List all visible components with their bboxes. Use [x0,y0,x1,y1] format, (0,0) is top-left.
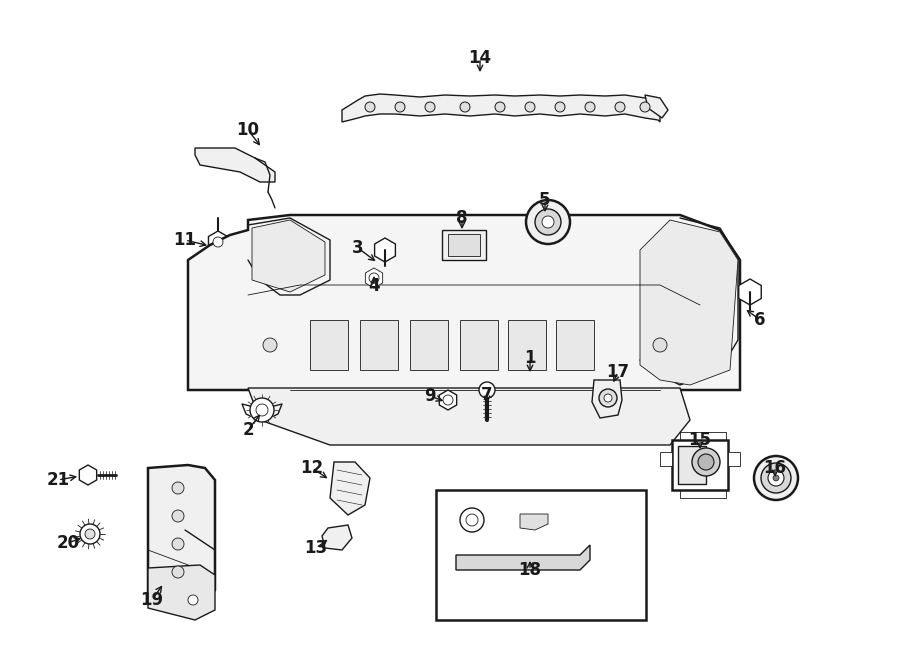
Bar [728,452,740,466]
Bar [678,446,706,484]
Circle shape [754,456,798,500]
Polygon shape [460,320,498,370]
Circle shape [599,389,617,407]
Polygon shape [462,508,482,532]
Bar [442,230,486,260]
Circle shape [213,237,223,247]
Circle shape [365,102,375,112]
Text: 7: 7 [482,386,493,404]
Text: 18: 18 [518,561,542,579]
Polygon shape [148,465,215,615]
Polygon shape [556,320,594,370]
Circle shape [640,102,650,112]
Circle shape [425,102,435,112]
Polygon shape [645,95,668,118]
Bar [448,234,480,256]
Polygon shape [374,238,395,262]
Polygon shape [456,545,590,570]
Text: 10: 10 [237,121,259,139]
Text: 8: 8 [456,209,468,227]
Polygon shape [739,279,761,305]
Circle shape [172,566,184,578]
Circle shape [188,595,198,605]
Circle shape [172,538,184,550]
Text: 15: 15 [688,431,712,449]
Text: 20: 20 [57,534,79,552]
Circle shape [479,382,495,398]
Circle shape [761,463,791,493]
Text: 2: 2 [242,421,254,439]
Polygon shape [79,465,96,485]
Text: 9: 9 [424,387,436,405]
Circle shape [369,273,379,283]
Circle shape [460,102,470,112]
Polygon shape [330,462,370,515]
Polygon shape [439,390,456,410]
Circle shape [250,398,274,422]
Text: 13: 13 [304,539,328,557]
Circle shape [263,338,277,352]
Polygon shape [520,514,548,530]
Circle shape [466,514,478,526]
Polygon shape [188,215,740,390]
Circle shape [653,338,667,352]
Text: 14: 14 [468,49,491,67]
Polygon shape [209,231,228,253]
Polygon shape [148,565,215,620]
Polygon shape [640,220,738,385]
Circle shape [525,102,535,112]
Text: 3: 3 [352,239,364,257]
Circle shape [256,404,268,416]
Text: 4: 4 [368,277,380,295]
Text: 11: 11 [174,231,196,249]
Polygon shape [195,148,275,182]
Polygon shape [508,320,546,370]
Polygon shape [322,525,352,550]
Circle shape [773,475,779,481]
Bar [672,440,728,490]
Polygon shape [360,320,398,370]
Circle shape [555,102,565,112]
Circle shape [542,216,554,228]
Polygon shape [342,94,660,122]
Text: 1: 1 [524,349,536,367]
Text: 12: 12 [301,459,324,477]
Text: 16: 16 [763,459,787,477]
Polygon shape [365,268,382,288]
Circle shape [395,102,405,112]
Circle shape [85,529,95,539]
Circle shape [172,510,184,522]
Circle shape [495,102,505,112]
Bar [436,490,646,620]
Polygon shape [592,380,622,418]
Text: 6: 6 [754,311,766,329]
Circle shape [80,524,100,544]
Bar [660,452,672,466]
Text: 19: 19 [140,591,164,609]
Polygon shape [410,320,448,370]
Circle shape [768,470,784,486]
Circle shape [460,508,484,532]
Polygon shape [310,320,348,370]
Circle shape [698,454,714,470]
Circle shape [615,102,625,112]
Circle shape [692,448,720,476]
Text: 5: 5 [539,191,551,209]
Circle shape [585,102,595,112]
Polygon shape [248,388,690,445]
Circle shape [535,209,561,235]
Text: 17: 17 [607,363,630,381]
Text: 21: 21 [47,471,69,489]
Circle shape [604,394,612,402]
Circle shape [526,200,570,244]
Polygon shape [252,220,325,292]
Circle shape [172,482,184,494]
Circle shape [443,395,453,405]
